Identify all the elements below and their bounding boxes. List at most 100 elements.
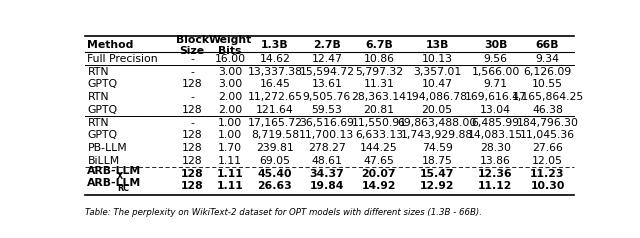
Text: 13B: 13B (426, 40, 449, 50)
Text: RTN: RTN (88, 67, 109, 77)
Text: Table: The perplexity on WikiText-2 dataset for OPT models with different sizes : Table: The perplexity on WikiText-2 data… (85, 208, 482, 217)
Text: 69.05: 69.05 (259, 156, 291, 166)
Text: 14.92: 14.92 (362, 181, 396, 191)
Text: 20.07: 20.07 (362, 169, 396, 179)
Text: 12.36: 12.36 (478, 169, 513, 179)
Text: 6,485.99: 6,485.99 (472, 118, 520, 128)
Text: 3,357.01: 3,357.01 (413, 67, 461, 77)
Text: BiLLM: BiLLM (88, 156, 120, 166)
Text: 144.25: 144.25 (360, 143, 397, 153)
Text: 20.05: 20.05 (422, 105, 452, 115)
Text: 10.13: 10.13 (422, 54, 452, 64)
Text: 19.84: 19.84 (310, 181, 344, 191)
Text: 15.47: 15.47 (420, 169, 454, 179)
Text: 128: 128 (182, 143, 203, 153)
Text: 11.12: 11.12 (478, 181, 513, 191)
Text: 13.86: 13.86 (480, 156, 511, 166)
Text: 16.45: 16.45 (259, 79, 291, 89)
Text: 194,086.78: 194,086.78 (406, 92, 468, 102)
Text: 128: 128 (182, 156, 203, 166)
Text: 47.65: 47.65 (364, 156, 394, 166)
Text: 13.61: 13.61 (312, 79, 342, 89)
Text: 128: 128 (182, 130, 203, 140)
Text: RC: RC (117, 184, 129, 193)
Text: RTN: RTN (88, 92, 109, 102)
Text: 66B: 66B (536, 40, 559, 50)
Text: 128: 128 (181, 181, 204, 191)
Text: 9.71: 9.71 (483, 79, 508, 89)
Text: Method: Method (88, 40, 134, 50)
Text: 69,863,488.00: 69,863,488.00 (397, 118, 477, 128)
Text: 14.62: 14.62 (259, 54, 291, 64)
Text: 10.55: 10.55 (532, 79, 563, 89)
Text: 20.81: 20.81 (364, 105, 394, 115)
Text: 13.04: 13.04 (480, 105, 511, 115)
Text: 128: 128 (182, 105, 203, 115)
Text: 1.11: 1.11 (218, 156, 242, 166)
Text: 48.61: 48.61 (312, 156, 342, 166)
Text: 36,516.69: 36,516.69 (300, 118, 355, 128)
Text: 9.34: 9.34 (536, 54, 559, 64)
Text: 30B: 30B (484, 40, 507, 50)
Text: 28.30: 28.30 (480, 143, 511, 153)
Text: ARB-LLM: ARB-LLM (88, 166, 141, 176)
Text: 12.05: 12.05 (532, 156, 563, 166)
Text: 8,719.58: 8,719.58 (251, 130, 299, 140)
Text: 1,743,929.88: 1,743,929.88 (401, 130, 474, 140)
Text: 11,272.65: 11,272.65 (247, 92, 302, 102)
Text: 184,796.30: 184,796.30 (516, 118, 579, 128)
Text: -: - (190, 118, 194, 128)
Text: 11,045.36: 11,045.36 (520, 130, 575, 140)
Text: 3.00: 3.00 (218, 67, 242, 77)
Text: 10.30: 10.30 (531, 181, 564, 191)
Text: 1,165,864.25: 1,165,864.25 (511, 92, 584, 102)
Text: GPTQ: GPTQ (88, 79, 118, 89)
Text: 6.7B: 6.7B (365, 40, 393, 50)
Text: -: - (190, 54, 194, 64)
Text: GPTQ: GPTQ (88, 130, 118, 140)
Text: 9.56: 9.56 (483, 54, 508, 64)
Text: 15,594.72: 15,594.72 (300, 67, 355, 77)
Text: 74.59: 74.59 (422, 143, 452, 153)
Text: 11.23: 11.23 (531, 169, 564, 179)
Text: 17,165.72: 17,165.72 (247, 118, 302, 128)
Text: 45.40: 45.40 (257, 169, 292, 179)
Text: GPTQ: GPTQ (88, 105, 118, 115)
Text: 1.70: 1.70 (218, 143, 242, 153)
Text: 2.00: 2.00 (218, 105, 242, 115)
Text: 12.47: 12.47 (312, 54, 342, 64)
Text: 121.64: 121.64 (256, 105, 294, 115)
Text: 13,337.38: 13,337.38 (247, 67, 302, 77)
Text: 6,126.09: 6,126.09 (524, 67, 572, 77)
Text: 5,797.32: 5,797.32 (355, 67, 403, 77)
Text: PB-LLM: PB-LLM (88, 143, 127, 153)
Text: 59.53: 59.53 (312, 105, 342, 115)
Text: 1.3B: 1.3B (261, 40, 289, 50)
Text: -: - (190, 67, 194, 77)
Text: 239.81: 239.81 (256, 143, 294, 153)
Text: 27.66: 27.66 (532, 143, 563, 153)
Text: 1.11: 1.11 (216, 181, 243, 191)
Text: 10.86: 10.86 (364, 54, 394, 64)
Text: 12.92: 12.92 (420, 181, 454, 191)
Text: X: X (117, 172, 124, 181)
Text: 34.37: 34.37 (310, 169, 344, 179)
Text: Full Precision: Full Precision (88, 54, 158, 64)
Text: 28,363.14: 28,363.14 (351, 92, 406, 102)
Text: 1.00: 1.00 (218, 118, 242, 128)
Text: RTN: RTN (88, 118, 109, 128)
Text: 1,566.00: 1,566.00 (471, 67, 520, 77)
Text: 14,083.15: 14,083.15 (468, 130, 523, 140)
Text: 11,550.91: 11,550.91 (351, 118, 406, 128)
Text: 128: 128 (181, 169, 204, 179)
Text: 278.27: 278.27 (308, 143, 346, 153)
Text: 1.00: 1.00 (218, 130, 242, 140)
Text: 18.75: 18.75 (422, 156, 452, 166)
Text: 169,616.47: 169,616.47 (465, 92, 527, 102)
Text: 2.00: 2.00 (218, 92, 242, 102)
Text: 9,505.76: 9,505.76 (303, 92, 351, 102)
Text: 16.00: 16.00 (214, 54, 246, 64)
Text: 26.63: 26.63 (257, 181, 292, 191)
Text: ARB-LLM: ARB-LLM (88, 178, 141, 188)
Text: 6,633.13: 6,633.13 (355, 130, 403, 140)
